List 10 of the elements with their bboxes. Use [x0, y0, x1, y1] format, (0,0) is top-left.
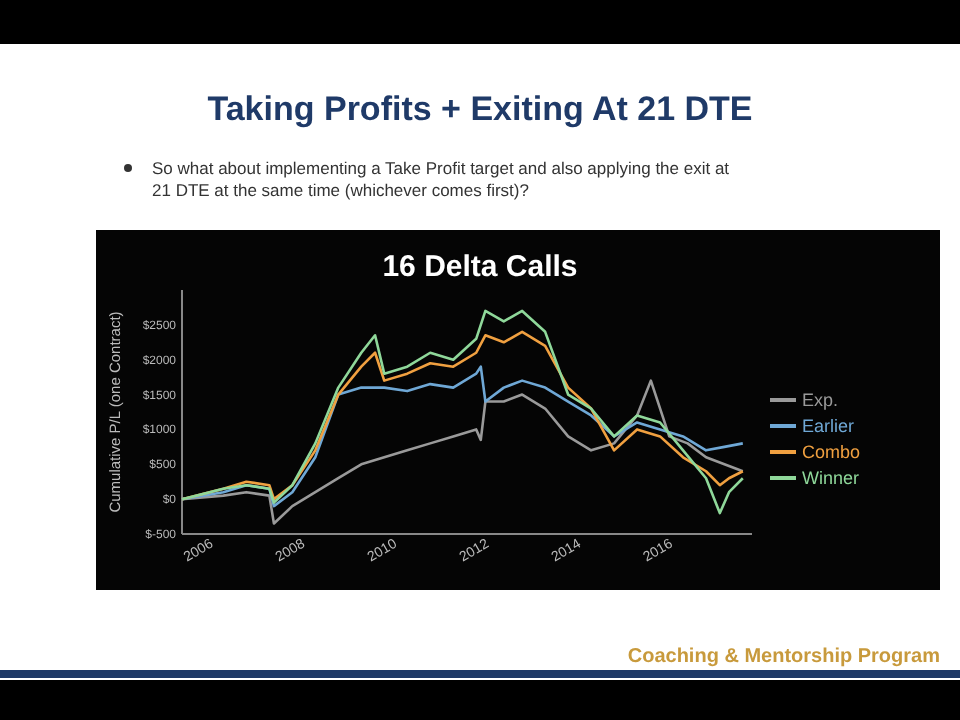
legend-label: Combo — [802, 442, 861, 462]
text: 16 Delta Calls — [382, 250, 578, 284]
legend-label: Winner — [802, 468, 860, 488]
legend-label: Exp. — [802, 390, 839, 410]
chart-subtitle: So what about implementing a Take Profit target and also applying the exit at 21 DTE at the same time (whichever comes first)? — [152, 158, 731, 200]
chart-title: Taking Profits + Exiting At 21 DTE — [207, 90, 753, 128]
line-series — [180, 309, 745, 515]
line-series — [180, 365, 745, 508]
legend-label: Earlier — [802, 416, 855, 436]
text: Coaching & Mentorship Program — [627, 646, 941, 668]
